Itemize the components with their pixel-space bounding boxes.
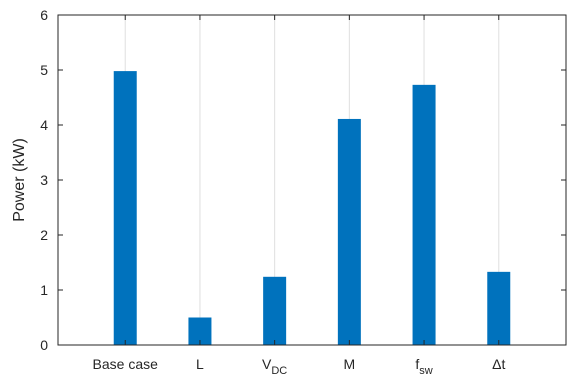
x-tick-label: VDC [262, 356, 287, 377]
x-tick-label: M [344, 356, 356, 372]
y-tick-label: 5 [40, 62, 48, 78]
y-tick-label: 3 [40, 172, 48, 188]
y-tick-label: 2 [40, 227, 48, 243]
y-tick-label: 1 [40, 282, 48, 298]
bar-5 [412, 84, 436, 345]
grid-lines [124, 15, 500, 345]
y-axis-ticks: 0 1 2 3 4 5 6 [40, 7, 566, 353]
x-tick-label: Base case [93, 356, 159, 372]
x-tick-label: L [196, 356, 204, 372]
x-tick-label: Δt [492, 356, 505, 372]
y-axis-label: Power (kW) [11, 138, 28, 222]
bars [113, 71, 511, 345]
y-tick-label: 0 [40, 337, 48, 353]
bar-6 [487, 271, 511, 345]
bar-1 [113, 71, 137, 345]
bar-4 [337, 118, 361, 345]
bar-3 [263, 276, 287, 345]
y-tick-label: 4 [40, 117, 48, 133]
x-tick-label: fsw [415, 356, 432, 377]
y-tick-label: 6 [40, 7, 48, 23]
bar-2 [188, 317, 212, 345]
